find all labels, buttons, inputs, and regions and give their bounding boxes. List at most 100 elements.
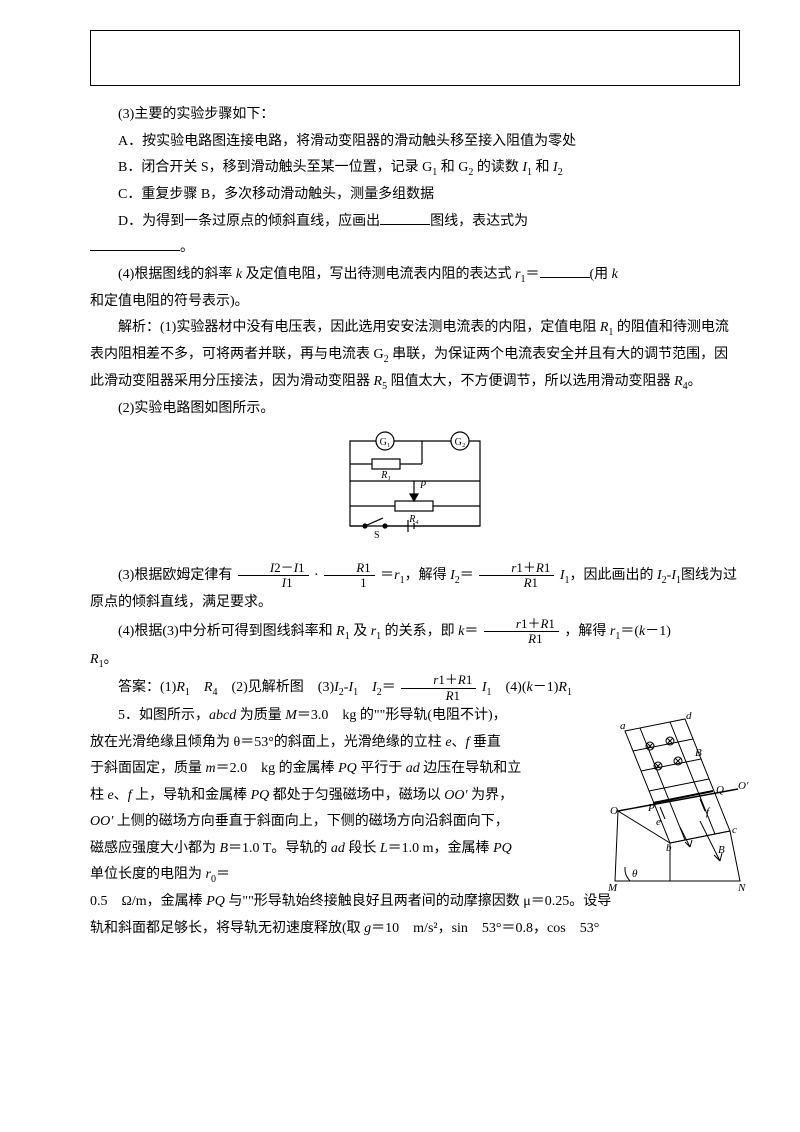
q5-l5: OO′ 上侧的磁场方向垂直于斜面向上，下侧的磁场方向沿斜面向下， bbox=[90, 809, 530, 836]
text: 与""形导轨始终接触良好且两者间的动摩擦因数 μ＝0.25。设导 bbox=[225, 894, 611, 909]
step-c: C．重复步骤 B，多次移动滑动触头，测量多组数据 bbox=[90, 182, 740, 209]
text: ＝ bbox=[526, 267, 540, 282]
incline-figure: a d b c P Q O O′ e f M N B B θ bbox=[590, 711, 750, 912]
var-r: R bbox=[336, 624, 345, 639]
q5-l2: 放在光滑绝缘且倾角为 θ＝53°的斜面上，光滑绝缘的立柱 e、f 垂直 bbox=[90, 730, 530, 757]
incline-svg: a d b c P Q O O′ e f M N B B θ bbox=[590, 711, 750, 901]
text: ，因此画出的 bbox=[569, 568, 657, 583]
lbl-a: a bbox=[620, 720, 626, 732]
lbl-c: c bbox=[732, 824, 737, 836]
var: M bbox=[285, 708, 297, 723]
text: ＝ bbox=[216, 867, 230, 882]
sub: 2 bbox=[558, 167, 563, 178]
fraction: R11 bbox=[324, 561, 374, 591]
text: －1) bbox=[645, 624, 671, 639]
section-4: (4)根据图线的斜率 k 及定值电阻，写出待测电流表内阻的表达式 r1＝(用 k bbox=[90, 262, 740, 289]
var-r: R bbox=[558, 680, 567, 695]
analysis-1: 解析：(1)实验器材中没有电压表，因此选用安安法测电流表的内阻，定值电阻 R1 … bbox=[90, 315, 740, 395]
analysis-4: (4)根据(3)中分析可得到图线斜率和 R1 及 r1 的关系，即 k＝ r1＋… bbox=[90, 617, 740, 647]
text: 及 bbox=[350, 624, 371, 639]
q5-l7: 单位长度的电阻为 r0＝ bbox=[90, 862, 530, 889]
lbl-b: b bbox=[666, 842, 672, 854]
var: L bbox=[380, 841, 388, 856]
lbl-B2: B bbox=[695, 747, 702, 759]
document-page: (3)主要的实验步骤如下： A．按实验电路图连接电路，将滑动变阻器的滑动触头移至… bbox=[0, 0, 800, 1132]
q5-l4: 柱 e、f 上，导轨和金属棒 PQ 都处于匀强磁场中，磁场以 OO′ 为界， bbox=[90, 783, 530, 810]
label-g1: G₁ bbox=[380, 437, 391, 448]
label-s: S bbox=[374, 530, 380, 541]
text: (4)( bbox=[492, 680, 527, 695]
blank-expression bbox=[90, 236, 180, 251]
text: 都处于匀强磁场中，磁场以 bbox=[269, 788, 444, 803]
step-d-cont: 。 bbox=[90, 235, 740, 262]
section-4-cont: 和定值电阻的符号表示)。 bbox=[90, 289, 740, 316]
text: 的读数 bbox=[473, 160, 522, 175]
text: ＝ bbox=[460, 568, 474, 583]
text: ＝10 m/s²，sin 53°＝0.8，cos 53° bbox=[371, 921, 599, 936]
var: OO′ bbox=[444, 788, 467, 803]
var: ad bbox=[331, 841, 345, 856]
text: (4)根据图线的斜率 bbox=[118, 267, 236, 282]
text: 0.5 Ω/m，金属棒 bbox=[90, 894, 206, 909]
text: D．为得到一条过原点的倾斜直线，应画出 bbox=[118, 214, 380, 229]
analysis-4-cont: R1。 bbox=[90, 647, 740, 674]
text: 。 bbox=[688, 374, 702, 389]
text: 。 bbox=[180, 240, 194, 255]
text: ＝1.0 T。导轨的 bbox=[228, 841, 331, 856]
var: PQ bbox=[338, 761, 357, 776]
top-empty-box bbox=[90, 30, 740, 86]
text: 为质量 bbox=[236, 708, 285, 723]
text: ，解得 bbox=[405, 568, 451, 583]
text: 解析：(1)实验器材中没有电压表，因此选用安安法测电流表的内阻，定值电阻 bbox=[118, 320, 600, 335]
sub: 2 bbox=[339, 687, 344, 698]
lbl-B: B bbox=[718, 844, 725, 856]
text: 上，导轨和金属棒 bbox=[132, 788, 251, 803]
var-k: k bbox=[612, 267, 618, 282]
lbl-d: d bbox=[686, 711, 692, 722]
text: 于斜面固定，质量 bbox=[90, 761, 206, 776]
label-g2: G₂ bbox=[455, 437, 466, 448]
var-r: R bbox=[176, 680, 185, 695]
fraction: r1＋R1R1 bbox=[479, 561, 554, 591]
question-5: 5．如图所示，abcd 为质量 M＝3.0 kg 的""形导轨(电阻不计)， 放… bbox=[90, 703, 740, 943]
lbl-f: f bbox=[706, 806, 711, 818]
var: OO′ bbox=[90, 814, 113, 829]
text: 段长 bbox=[345, 841, 380, 856]
label-r4: R₄ bbox=[408, 514, 419, 525]
text: A．按实验电路图连接电路，将滑动变阻器的滑动触头移至接入阻值为零处 bbox=[118, 134, 576, 149]
text: 边压在导轨和立 bbox=[420, 761, 522, 776]
analysis-2: (2)实验电路图如图所示。 bbox=[90, 396, 740, 423]
blank-graph-type bbox=[380, 210, 430, 225]
text: 阻值太大，不方便调节，所以选用滑动变阻器 bbox=[387, 374, 674, 389]
q5-l6: 磁感应强度大小都为 B＝1.0 T。导轨的 ad 段长 L＝1.0 m，金属棒 … bbox=[90, 836, 530, 863]
lbl-P: P bbox=[647, 802, 655, 814]
text: (3)根据欧姆定律有 bbox=[118, 568, 232, 583]
text: 、 bbox=[114, 788, 128, 803]
lbl-O: O bbox=[610, 805, 618, 817]
text: 轨和斜面都足够长，将导轨无初速度释放(取 bbox=[90, 921, 364, 936]
label-r1: R₁ bbox=[380, 470, 391, 481]
text: ＝ bbox=[380, 568, 394, 583]
text: 的关系，即 bbox=[381, 624, 458, 639]
sub: 1 bbox=[185, 687, 190, 698]
var: abcd bbox=[209, 708, 236, 723]
var: B bbox=[220, 841, 229, 856]
text: 磁感应强度大小都为 bbox=[90, 841, 220, 856]
var: PQ bbox=[251, 788, 270, 803]
text: 上侧的磁场方向垂直于斜面向上，下侧的磁场方向沿斜面向下， bbox=[113, 814, 509, 829]
var: m bbox=[206, 761, 216, 776]
fraction: r1＋R1R1 bbox=[401, 673, 476, 703]
var-r: R bbox=[90, 652, 99, 667]
text: (2)实验电路图如图所示。 bbox=[118, 401, 274, 416]
lbl-N: N bbox=[737, 882, 746, 894]
fraction: r1＋R1R1 bbox=[484, 617, 559, 647]
var-r: R bbox=[674, 374, 683, 389]
lbl-theta: θ bbox=[632, 868, 638, 880]
lbl-M: M bbox=[607, 882, 618, 894]
lbl-Q: Q bbox=[716, 784, 724, 796]
text: ＝( bbox=[620, 624, 639, 639]
text: 及定值电阻，写出待测电流表内阻的表达式 bbox=[242, 267, 515, 282]
text: 柱 bbox=[90, 788, 108, 803]
text: (3)主要的实验步骤如下： bbox=[118, 107, 274, 122]
q5-l1: 5．如图所示，abcd 为质量 M＝3.0 kg 的""形导轨(电阻不计)， bbox=[90, 703, 530, 730]
